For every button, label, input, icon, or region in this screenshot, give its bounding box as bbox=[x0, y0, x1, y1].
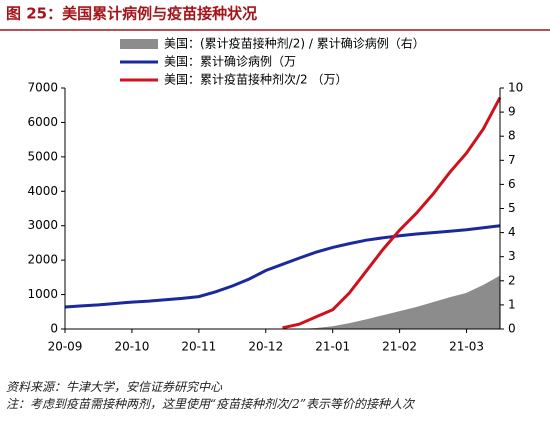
x-tick-label: 20-11 bbox=[181, 340, 216, 354]
legend-swatch bbox=[120, 39, 158, 49]
source: 资料来源：牛津大学，安信证券研究中心 bbox=[6, 380, 223, 394]
chart: 图 25：美国累计病例与疫苗接种状况 0 1000 2000 3000 4000 5000… bbox=[0, 5, 550, 354]
y-tick-label: 5000 bbox=[27, 149, 58, 163]
y2-tick-label: 10 bbox=[508, 81, 523, 95]
x-tick-label: 21-03 bbox=[449, 340, 484, 354]
y2-tick-label: 7 bbox=[508, 153, 516, 167]
y2-tick-label: 0 bbox=[508, 322, 516, 336]
chart-title: 图 25：美国累计病例与疫苗接种状况 bbox=[6, 5, 257, 23]
y-tick-label: 0 bbox=[50, 322, 58, 336]
legend-label: 美国：累计确诊病例（万 bbox=[164, 54, 296, 69]
y2-tick-label: 3 bbox=[508, 249, 516, 263]
y2-tick-label: 4 bbox=[508, 225, 516, 239]
line bbox=[282, 96, 502, 330]
y-tick-label: 1000 bbox=[27, 287, 58, 301]
x-tick-label: 21-02 bbox=[382, 340, 417, 354]
y-tick-label: 4000 bbox=[27, 184, 58, 198]
y2-tick-label: 2 bbox=[508, 273, 516, 287]
legend-label: 美国：累计疫苗接种剂次/2 （万） bbox=[164, 72, 348, 87]
y-tick-label: 2000 bbox=[27, 253, 58, 267]
y2-tick-label: 6 bbox=[508, 177, 516, 191]
y-tick-label: 6000 bbox=[27, 115, 58, 129]
x-tick-label: 20-12 bbox=[248, 340, 283, 354]
legend-label: 美国：(累计疫苗接种剂/2) / 累计确诊病例（右） bbox=[164, 36, 425, 51]
x-tick-label: 20-09 bbox=[48, 340, 83, 354]
area bbox=[299, 275, 500, 329]
y-tick-label: 7000 bbox=[27, 81, 58, 95]
y-tick-label: 3000 bbox=[27, 218, 58, 232]
note: 注：考虑到疫苗需接种两剂，这里使用“疫苗接种剂次/2”表示等价的接种人次 bbox=[6, 397, 414, 411]
y2-tick-label: 9 bbox=[508, 105, 516, 119]
line bbox=[64, 224, 501, 309]
x-tick-label: 21-01 bbox=[315, 340, 350, 354]
y2-tick-label: 1 bbox=[508, 297, 516, 311]
y2-tick-label: 8 bbox=[508, 129, 516, 143]
x-tick-label: 20-10 bbox=[114, 340, 149, 354]
y2-tick-label: 5 bbox=[508, 201, 516, 215]
